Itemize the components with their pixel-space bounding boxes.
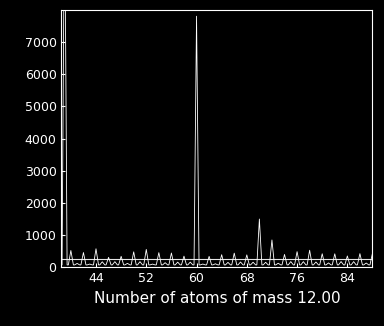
X-axis label: Number of atoms of mass 12.00: Number of atoms of mass 12.00 [94, 291, 340, 306]
